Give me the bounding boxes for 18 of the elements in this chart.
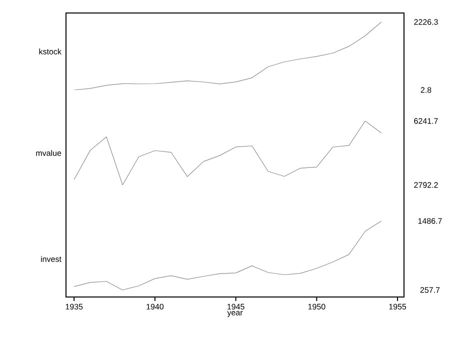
line-series: [74, 120, 382, 185]
y-axis-title: invest: [41, 256, 62, 262]
y-axis-title: mvalue: [36, 150, 62, 156]
x-axis-title: year: [227, 311, 243, 318]
line-series: [74, 220, 382, 290]
x-tick-label: 1945: [228, 304, 244, 310]
x-tick-label: 1935: [66, 304, 83, 310]
y-tick-label: 1486.7: [418, 218, 442, 224]
y-tick-label: 2792.2: [414, 182, 438, 188]
y-tick-label: 6241.7: [414, 118, 438, 124]
y-tick-label: 257.7: [420, 287, 440, 293]
x-tick-label: 1955: [389, 304, 406, 310]
line-series: [74, 22, 382, 90]
y-axis-title: kstock: [39, 48, 62, 54]
y-tick-label: 2226.3: [414, 19, 438, 25]
y-tick-label: 2.8: [420, 87, 432, 93]
x-tick-label: 1950: [308, 304, 326, 310]
x-tick-label: 1940: [146, 304, 164, 310]
